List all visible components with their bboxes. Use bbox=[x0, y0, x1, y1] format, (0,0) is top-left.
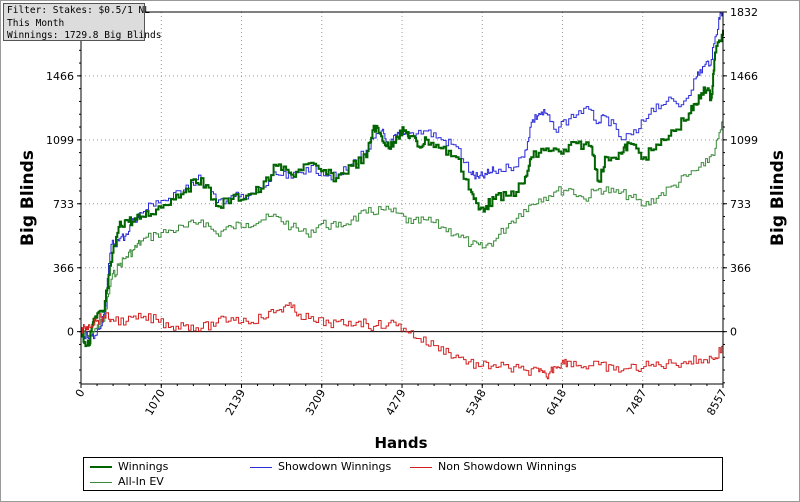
period-text: This Month bbox=[7, 17, 65, 29]
series-line-non-showdown-winnings bbox=[81, 302, 724, 380]
legend-item-winnings[interactable]: Winnings bbox=[90, 460, 168, 474]
series-lines bbox=[80, 12, 724, 380]
legend-swatch-all-in-ev bbox=[90, 481, 112, 483]
x-tick-label: 8557 bbox=[704, 387, 729, 418]
winnings-text: Winnings: 1729.8 Big Blinds bbox=[7, 30, 162, 41]
y-tick-label: 366 bbox=[53, 262, 74, 275]
x-axis-title: Hands bbox=[374, 434, 427, 452]
x-tick-label: 1070 bbox=[143, 387, 168, 418]
y-tick-label: 1466 bbox=[730, 70, 758, 83]
y-tick-label: 366 bbox=[730, 262, 751, 275]
y-axis-title-left: Big Blinds bbox=[18, 150, 38, 246]
legend-swatch-non-showdown bbox=[410, 466, 432, 468]
y-axis-title-right: Big Blinds bbox=[768, 150, 788, 246]
x-tick-label: 4279 bbox=[383, 387, 408, 418]
x-tick-label: 6418 bbox=[544, 387, 569, 418]
filter-text: Filter: Stakes: $0.5/1 NL bbox=[7, 5, 150, 16]
y-tick-label: 733 bbox=[53, 198, 74, 211]
y-axis-right: 0 366 733 1099 1466 1832 bbox=[723, 6, 758, 384]
legend-item-showdown-winnings[interactable]: Showdown Winnings bbox=[250, 460, 391, 474]
legend-swatch-winnings bbox=[90, 466, 112, 468]
legend-label-winnings: Winnings bbox=[118, 460, 169, 473]
series-line-showdown-winnings bbox=[81, 12, 724, 340]
y-tick-label: 733 bbox=[730, 198, 751, 211]
legend-label-all-in-ev: All-In EV bbox=[118, 475, 164, 488]
x-tick-label: 3209 bbox=[303, 387, 328, 418]
legend-label-showdown: Showdown Winnings bbox=[278, 460, 392, 473]
x-tick-label: 2139 bbox=[223, 387, 248, 418]
legend-swatch-showdown bbox=[250, 466, 272, 468]
y-tick-label: 1099 bbox=[46, 134, 74, 147]
x-tick-label: 5348 bbox=[464, 387, 489, 418]
y-tick-label: 0 bbox=[730, 326, 737, 339]
series-line-all-in-ev bbox=[81, 121, 724, 338]
x-tick-label: 0 bbox=[73, 387, 88, 400]
x-axis: 0 1070 2139 3209 4279 5348 6418 7487 8557 bbox=[73, 384, 730, 418]
filter-info-box: Filter: Stakes: $0.5/1 NL This Month Win… bbox=[3, 3, 162, 41]
y-tick-label: 1832 bbox=[730, 6, 758, 19]
plot-background bbox=[81, 12, 723, 384]
y-tick-label: 1466 bbox=[46, 70, 74, 83]
legend-item-non-showdown-winnings[interactable]: Non Showdown Winnings bbox=[410, 460, 577, 474]
x-tick-label: 7487 bbox=[624, 387, 649, 418]
y-tick-label: 1099 bbox=[730, 134, 758, 147]
legend-label-non-showdown: Non Showdown Winnings bbox=[438, 460, 577, 473]
legend: Winnings Showdown Winnings Non Showdown … bbox=[83, 457, 723, 491]
legend-item-all-in-ev[interactable]: All-In EV bbox=[90, 475, 164, 489]
y-tick-label: 0 bbox=[67, 326, 74, 339]
series-line-winnings bbox=[80, 29, 724, 348]
